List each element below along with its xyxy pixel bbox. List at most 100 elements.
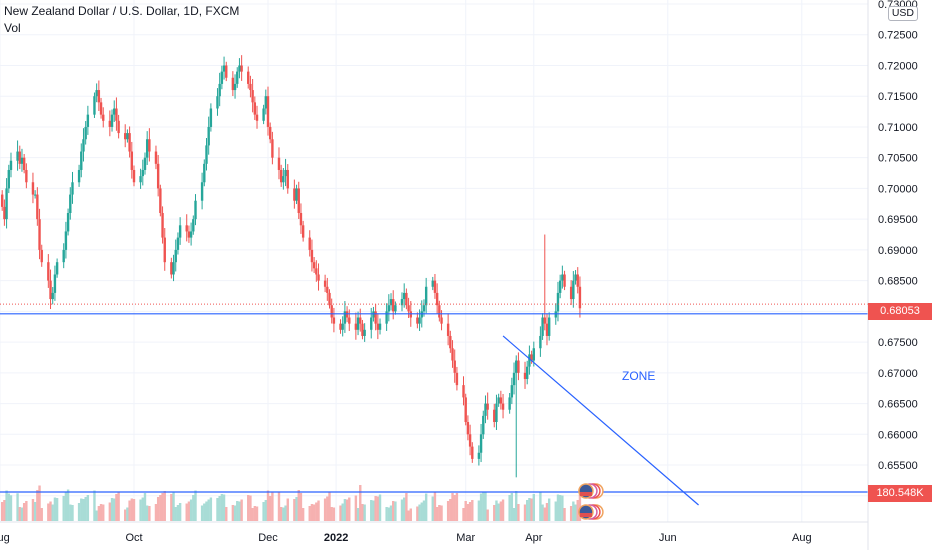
volume-bar [438, 505, 441, 521]
volume-bar [561, 495, 564, 521]
zone-label[interactable]: ZONE [622, 369, 656, 383]
candle-body [71, 182, 74, 195]
candle-body [277, 157, 281, 170]
candle-body [124, 133, 127, 140]
volume-bar [547, 498, 551, 521]
volume-bar [3, 500, 6, 521]
candle-body [77, 169, 81, 183]
volume-bar [543, 507, 546, 521]
volume-bar [515, 491, 518, 521]
volume-bar [174, 507, 177, 521]
event-flag-icons[interactable] [578, 483, 604, 520]
price-axis-tick: 0.68500 [878, 276, 918, 288]
volume-bar [143, 493, 147, 521]
volume-bar [431, 496, 434, 521]
volume-bar [207, 499, 210, 521]
volume-bar [462, 508, 465, 521]
candle-body [348, 317, 351, 324]
candle-body [317, 274, 320, 281]
volume-bar [53, 497, 57, 521]
volume-bar [326, 496, 329, 521]
volume-bar [231, 505, 235, 521]
volume-bar [266, 490, 270, 521]
volume-bar [209, 497, 213, 521]
candle-body [33, 194, 37, 196]
candle-body [176, 237, 180, 250]
trendline[interactable] [502, 335, 699, 506]
currency-button[interactable]: USD [887, 6, 918, 21]
volume-bar [343, 499, 347, 521]
candle-body [97, 90, 101, 103]
volume-bar [102, 504, 105, 521]
candle-body [530, 354, 533, 361]
volume-bar [110, 498, 114, 521]
candle-body [435, 292, 439, 306]
volume-bar [279, 507, 283, 521]
volume-bar [172, 492, 175, 521]
volume-indicator-label[interactable]: Vol [4, 21, 21, 35]
volume-bar [315, 502, 318, 521]
candle-body [438, 305, 441, 318]
volume-bar [51, 504, 54, 521]
volume-bar [532, 494, 536, 521]
price-axis-tick: 0.70500 [878, 153, 918, 165]
volume-bar [145, 505, 149, 521]
price-axis-panel[interactable] [868, 0, 932, 550]
candle-body [251, 90, 254, 103]
candle-body [7, 169, 10, 189]
candle-body [148, 139, 151, 152]
volume-bar [156, 497, 160, 521]
volume-bar [31, 499, 35, 521]
time-axis-tick: Aug [792, 532, 812, 544]
candle-body [187, 231, 191, 238]
candle-body [523, 372, 527, 379]
volume-bar [420, 502, 423, 521]
candle-body [359, 317, 362, 324]
candle-body [501, 403, 505, 410]
volume-bar [9, 495, 13, 521]
candle-body [446, 323, 450, 336]
volume-bar [387, 507, 391, 521]
volume-bar [282, 507, 285, 521]
volume-bar [192, 495, 195, 521]
price-axis-tick: 0.67000 [878, 368, 918, 380]
volume-bar [370, 500, 373, 521]
candle-body [238, 65, 241, 72]
candle-body [55, 262, 59, 275]
volume-bar [569, 506, 573, 521]
volume-bar [479, 493, 483, 521]
candle-body [218, 83, 221, 97]
candle-body [5, 188, 8, 220]
volume-bar [95, 510, 98, 521]
candle-body [431, 280, 434, 287]
volume-bar [117, 492, 120, 521]
candle-body [526, 366, 529, 379]
volume-bar [161, 493, 164, 521]
candle-body [532, 348, 536, 361]
candle-body [95, 90, 98, 97]
volume-bar [523, 504, 527, 521]
volume-bar [247, 495, 250, 521]
candle-body [262, 108, 265, 121]
volume-bar [497, 503, 500, 521]
volume-bar [271, 491, 274, 521]
candle-body [471, 446, 474, 459]
time-axis-tick: Aug [0, 532, 10, 544]
candle-body [528, 354, 531, 367]
volume-bar [178, 503, 182, 521]
volume-bar [159, 495, 162, 521]
chart-title[interactable]: New Zealand Dollar / U.S. Dollar, 1D, FX… [4, 4, 240, 18]
volume-bar [132, 499, 136, 521]
volume-bar [484, 492, 487, 521]
volume-bar [539, 492, 542, 521]
candle-body [326, 286, 329, 293]
volume-bar [453, 495, 456, 521]
volume-bar [200, 505, 204, 521]
candle-body [69, 194, 72, 214]
candle-body [18, 151, 21, 164]
time-axis-tick: Oct [125, 532, 142, 544]
candle-body [416, 317, 419, 324]
volume-bar [268, 496, 272, 521]
candle-body [233, 83, 237, 91]
